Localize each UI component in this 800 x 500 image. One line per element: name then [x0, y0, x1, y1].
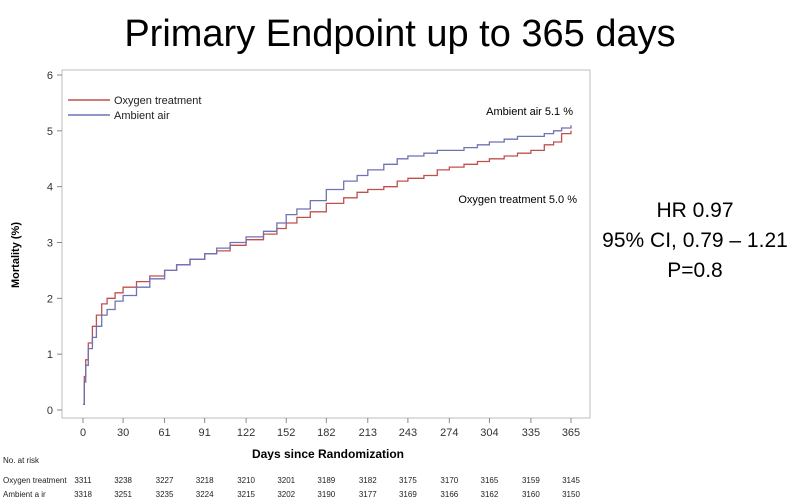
x-axis-label: Days since Randomization [252, 447, 404, 460]
ambient-air-annotation: Ambient air 5.1 % [486, 106, 573, 118]
stats-box: HR 0.97 95% CI, 0.79 – 1.21 P=0.8 [590, 196, 800, 286]
y-tick-label: 5 [47, 126, 53, 138]
risk-cell: 3251 [114, 490, 132, 499]
x-tick-label: 335 [522, 427, 540, 439]
mortality-chart: 0 1 2 3 4 5 6 0 30 61 91 122 152 182 213 243 274 304 335 36… [10, 69, 591, 460]
risk-cell: 3159 [521, 476, 540, 485]
x-tick-label: 243 [399, 427, 417, 439]
y-axis-label: Mortality (%) [10, 222, 22, 288]
risk-cell: 3224 [195, 490, 214, 499]
risk-cell: 3165 [480, 476, 499, 485]
x-tick-label: 304 [480, 427, 498, 439]
plot-frame [61, 69, 591, 419]
risk-cell: 3201 [277, 476, 296, 485]
risk-row-label: Ambient a ir [3, 490, 46, 499]
legend-label-ambient-air: Ambient air [114, 110, 170, 122]
risk-cell: 3162 [480, 490, 499, 499]
x-tick-label: 213 [359, 427, 377, 439]
x-tick-label: 182 [317, 427, 335, 439]
series-line-ambient-air [83, 125, 572, 406]
risk-cell: 3210 [237, 476, 255, 485]
risk-cell: 3189 [317, 476, 336, 485]
x-tick-label: 91 [199, 427, 211, 439]
x-tick-label: 122 [237, 427, 255, 439]
y-tick-label: 3 [47, 238, 53, 250]
risk-table-header: No. at risk [3, 456, 40, 465]
x-tick-label: 0 [80, 427, 86, 439]
legend-label-oxygen-treatment: Oxygen treatment [114, 95, 201, 107]
y-tick-label: 6 [47, 70, 53, 82]
oxygen-treatment-annotation: Oxygen treatment 5.0 % [458, 194, 577, 206]
risk-cell: 3318 [74, 490, 92, 499]
risk-cell: 3166 [440, 490, 459, 499]
risk-cell: 3215 [237, 490, 255, 499]
y-tick-label: 2 [47, 293, 53, 305]
x-tick-label: 274 [440, 427, 458, 439]
risk-row-label: Oxygen treatment [3, 476, 67, 485]
y-tick-label: 1 [47, 349, 53, 361]
risk-cell: 3311 [74, 476, 92, 485]
risk-cell: 3182 [358, 476, 377, 485]
x-tick-label: 365 [562, 427, 580, 439]
risk-cell: 3177 [358, 490, 377, 499]
risk-cell: 3150 [562, 490, 580, 499]
x-tick-label: 61 [158, 427, 170, 439]
confidence-interval: 95% CI, 0.79 – 1.21 [602, 229, 788, 252]
risk-cell: 3169 [398, 490, 417, 499]
risk-table: No. at risk Oxygen treatment 3311 3238 3227… [0, 456, 800, 500]
risk-cell: 3145 [562, 476, 580, 485]
risk-cell: 3238 [114, 476, 132, 485]
p-value: P=0.8 [667, 259, 723, 282]
risk-cell: 3190 [317, 490, 336, 499]
risk-cell: 3170 [440, 476, 459, 485]
x-tick-label: 152 [277, 427, 295, 439]
risk-cell: 3227 [155, 476, 174, 485]
risk-cell: 3160 [521, 490, 540, 499]
y-tick-label: 4 [47, 182, 53, 194]
x-tick-label: 30 [117, 427, 129, 439]
hazard-ratio: HR 0.97 [656, 199, 734, 222]
slide-title: Primary Endpoint up to 365 days [124, 13, 676, 55]
y-tick-label: 0 [47, 405, 53, 417]
risk-cell: 3218 [195, 476, 214, 485]
risk-cell: 3202 [277, 490, 296, 499]
series-line-oxygen-treatment [83, 130, 572, 406]
risk-cell: 3175 [398, 476, 417, 485]
risk-cell: 3235 [155, 490, 174, 499]
